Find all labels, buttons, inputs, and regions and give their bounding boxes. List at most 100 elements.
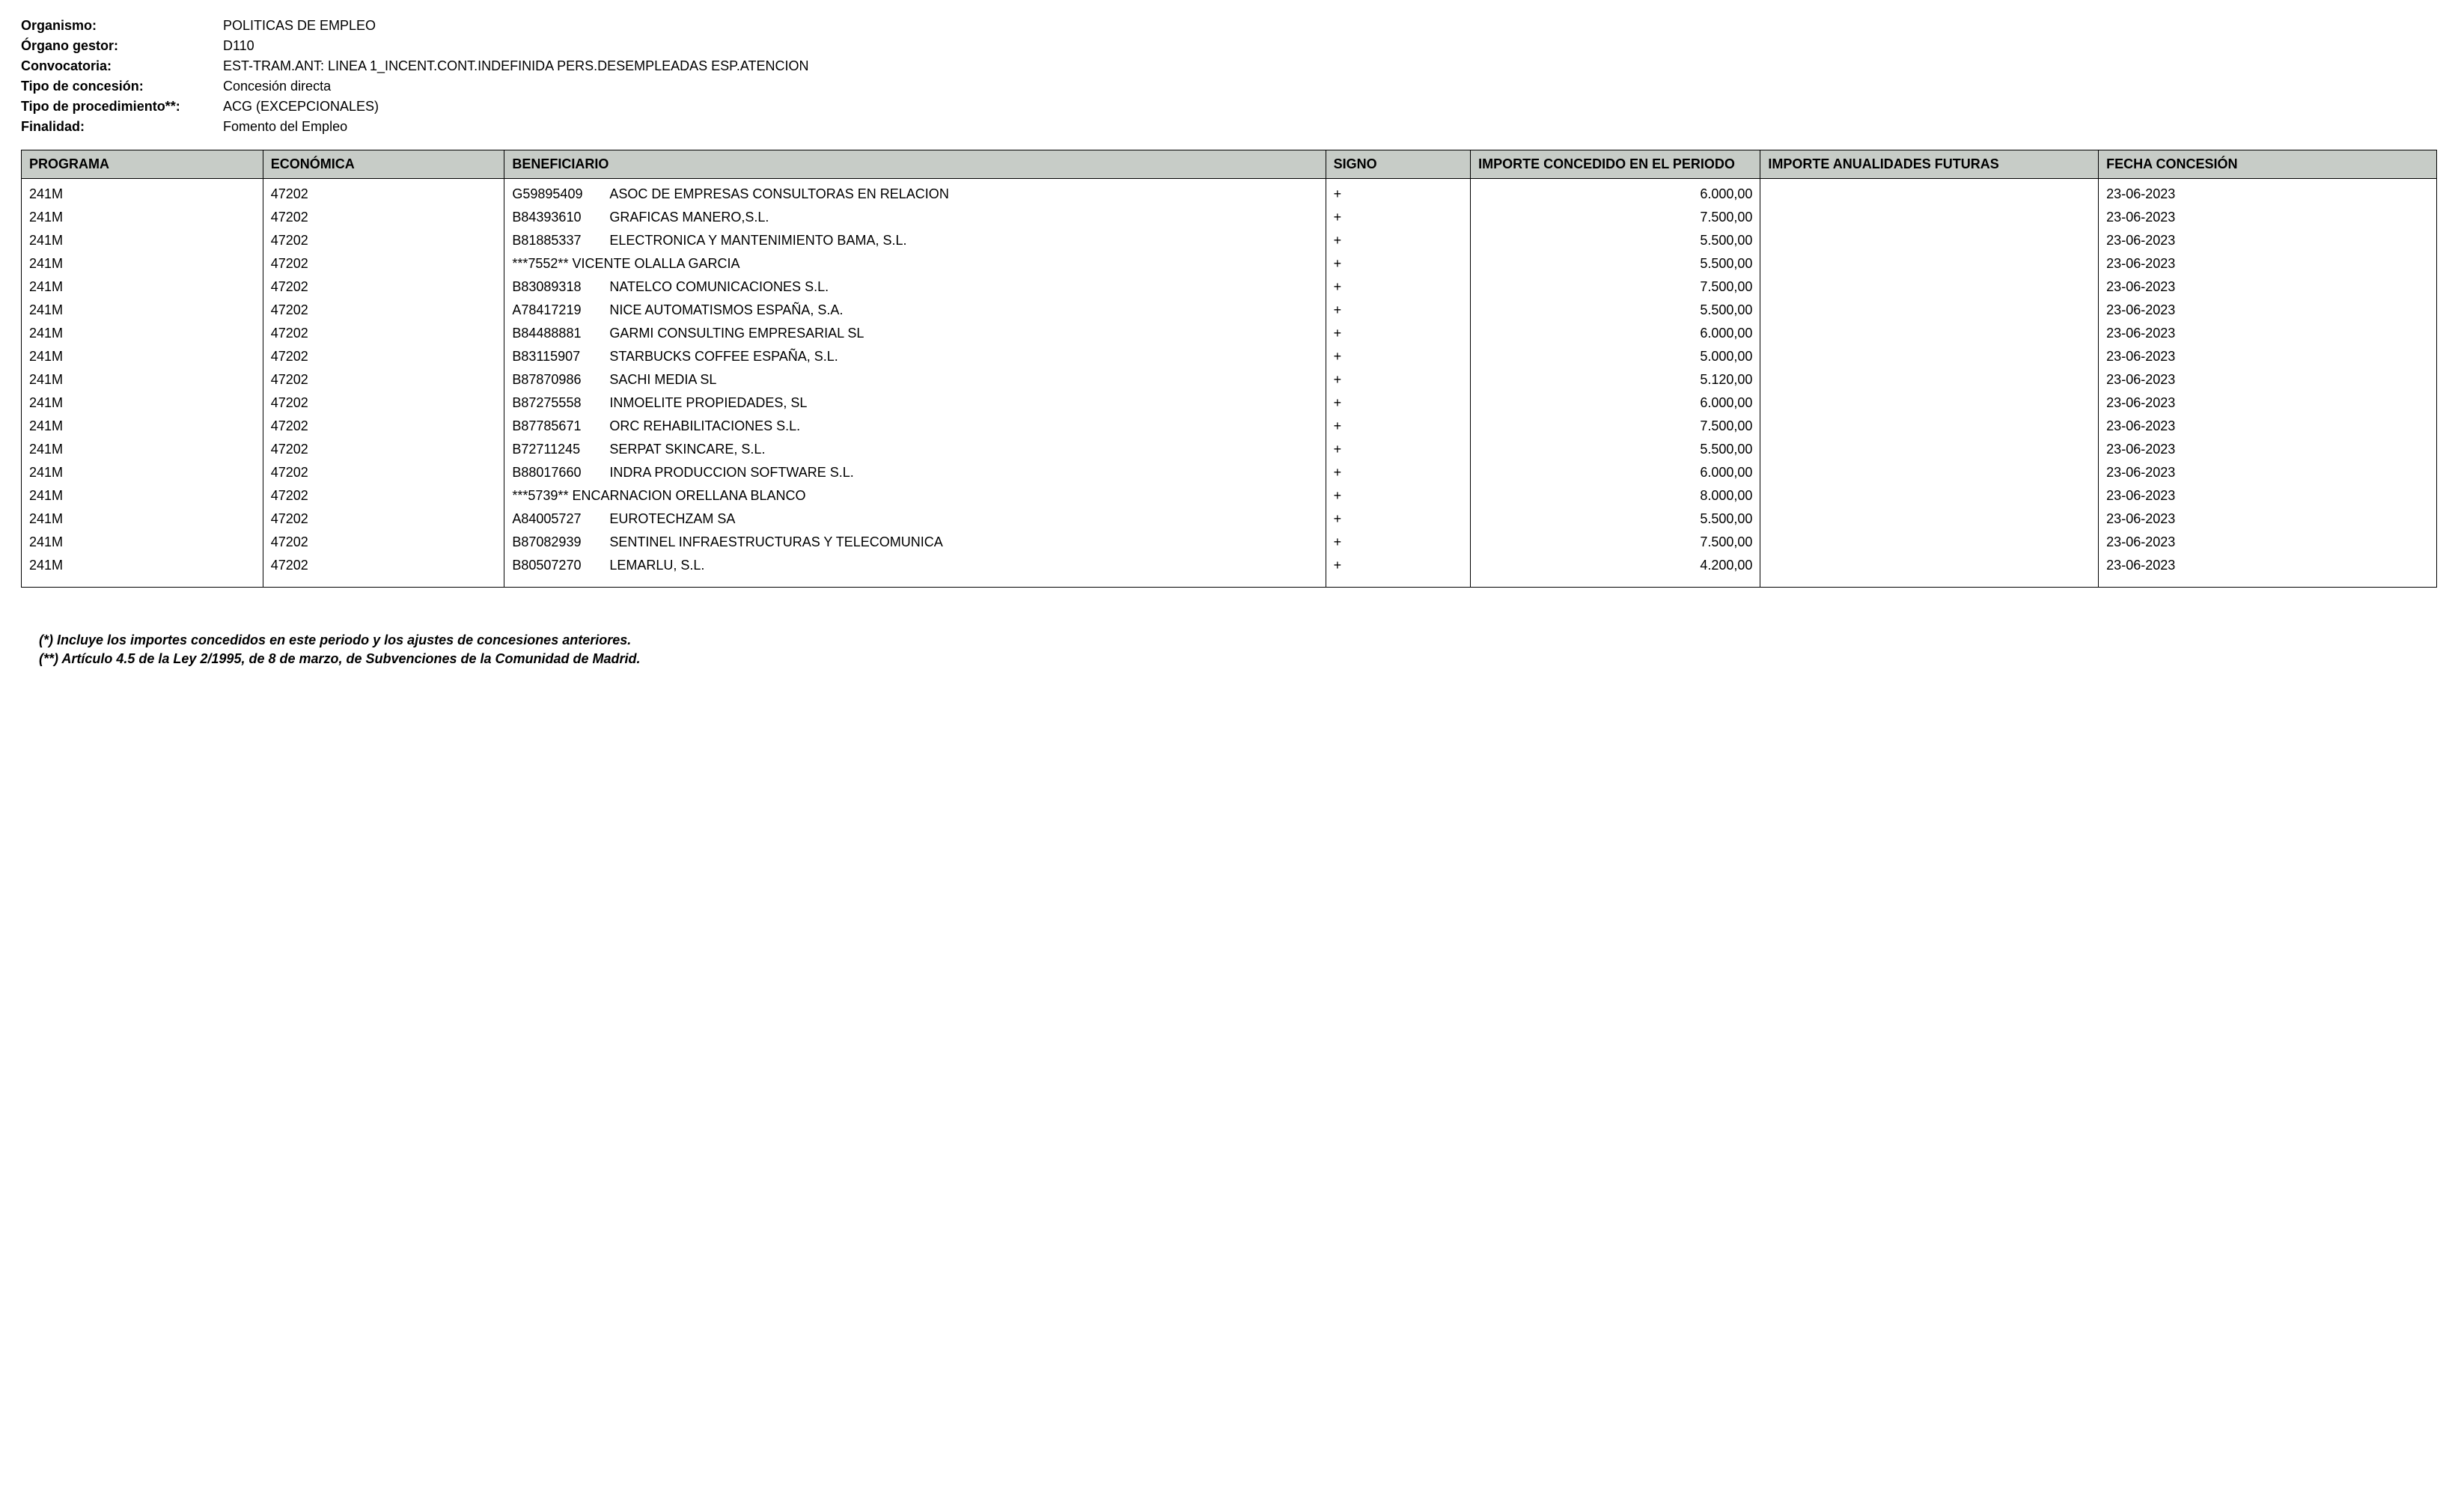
cell-signo: + xyxy=(1326,299,1471,322)
beneficiario-id: B72711245 xyxy=(512,442,609,457)
cell-fecha: 23-06-2023 xyxy=(2099,229,2437,252)
cell-importe-futuras xyxy=(1760,322,2099,345)
cell-economica: 47202 xyxy=(263,252,504,275)
meta-value: D110 xyxy=(223,38,254,54)
cell-beneficiario: ***5739** ENCARNACION ORELLANA BLANCO xyxy=(504,484,1326,507)
table-header-row: PROGRAMA ECONÓMICA BENEFICIARIO SIGNO IM… xyxy=(22,150,2437,179)
beneficiario-name: LEMARLU, S.L. xyxy=(609,558,1317,573)
cell-importe-futuras xyxy=(1760,368,2099,391)
cell-signo: + xyxy=(1326,275,1471,299)
cell-fecha: 23-06-2023 xyxy=(2099,554,2437,588)
table-row: 241M47202A78417219NICE AUTOMATISMOS ESPA… xyxy=(22,299,2437,322)
cell-fecha: 23-06-2023 xyxy=(2099,299,2437,322)
cell-beneficiario: B80507270LEMARLU, S.L. xyxy=(504,554,1326,588)
beneficiario-name: ORC REHABILITACIONES S.L. xyxy=(609,418,1317,434)
table-row: 241M47202B87275558INMOELITE PROPIEDADES,… xyxy=(22,391,2437,415)
beneficiario-id: G59895409 xyxy=(512,186,609,202)
cell-beneficiario: B87785671ORC REHABILITACIONES S.L. xyxy=(504,415,1326,438)
cell-economica: 47202 xyxy=(263,438,504,461)
cell-importe-periodo: 6.000,00 xyxy=(1471,461,1760,484)
meta-row-convocatoria: Convocatoria: EST-TRAM.ANT: LINEA 1_INCE… xyxy=(21,58,2437,74)
th-signo: SIGNO xyxy=(1326,150,1471,179)
footnote-2: (**) Artículo 4.5 de la Ley 2/1995, de 8… xyxy=(39,651,2437,667)
beneficiario-name: ASOC DE EMPRESAS CONSULTORAS EN RELACION xyxy=(609,186,1317,202)
beneficiario-text: ***7552** VICENTE OLALLA GARCIA xyxy=(512,256,739,271)
meta-value: POLITICAS DE EMPLEO xyxy=(223,18,376,34)
cell-programa: 241M xyxy=(22,531,263,554)
beneficiario-name: SERPAT SKINCARE, S.L. xyxy=(609,442,1317,457)
cell-importe-periodo: 7.500,00 xyxy=(1471,531,1760,554)
cell-programa: 241M xyxy=(22,179,263,207)
th-importe-futuras: IMPORTE ANUALIDADES FUTURAS xyxy=(1760,150,2099,179)
meta-label: Convocatoria: xyxy=(21,58,223,74)
cell-importe-futuras xyxy=(1760,275,2099,299)
cell-economica: 47202 xyxy=(263,531,504,554)
th-economica: ECONÓMICA xyxy=(263,150,504,179)
beneficiario-id: A84005727 xyxy=(512,511,609,527)
cell-importe-periodo: 7.500,00 xyxy=(1471,206,1760,229)
footnote-1: (*) Incluye los importes concedidos en e… xyxy=(39,632,2437,648)
cell-economica: 47202 xyxy=(263,507,504,531)
cell-importe-futuras xyxy=(1760,206,2099,229)
cell-signo: + xyxy=(1326,345,1471,368)
cell-economica: 47202 xyxy=(263,206,504,229)
beneficiario-id: B88017660 xyxy=(512,465,609,481)
meta-value: Concesión directa xyxy=(223,79,331,94)
cell-economica: 47202 xyxy=(263,461,504,484)
cell-signo: + xyxy=(1326,179,1471,207)
cell-fecha: 23-06-2023 xyxy=(2099,531,2437,554)
meta-row-tipo-procedimiento: Tipo de procedimiento**: ACG (EXCEPCIONA… xyxy=(21,99,2437,115)
cell-importe-periodo: 7.500,00 xyxy=(1471,275,1760,299)
cell-importe-periodo: 5.500,00 xyxy=(1471,252,1760,275)
cell-importe-periodo: 5.500,00 xyxy=(1471,299,1760,322)
meta-label: Órgano gestor: xyxy=(21,38,223,54)
beneficiario-name: GRAFICAS MANERO,S.L. xyxy=(609,210,1317,225)
cell-beneficiario: B87275558INMOELITE PROPIEDADES, SL xyxy=(504,391,1326,415)
beneficiario-name: EUROTECHZAM SA xyxy=(609,511,1317,527)
cell-fecha: 23-06-2023 xyxy=(2099,206,2437,229)
beneficiario-id: B80507270 xyxy=(512,558,609,573)
beneficiario-id: B81885337 xyxy=(512,233,609,249)
cell-programa: 241M xyxy=(22,229,263,252)
table-row: 241M47202B87082939SENTINEL INFRAESTRUCTU… xyxy=(22,531,2437,554)
cell-economica: 47202 xyxy=(263,322,504,345)
beneficiario-name: SENTINEL INFRAESTRUCTURAS Y TELECOMUNICA xyxy=(609,534,1317,550)
table-row: 241M47202A84005727EUROTECHZAM SA+5.500,0… xyxy=(22,507,2437,531)
cell-beneficiario: A84005727EUROTECHZAM SA xyxy=(504,507,1326,531)
beneficiario-name: ELECTRONICA Y MANTENIMIENTO BAMA, S.L. xyxy=(609,233,1317,249)
cell-programa: 241M xyxy=(22,461,263,484)
table-row: 241M47202B87870986SACHI MEDIA SL+5.120,0… xyxy=(22,368,2437,391)
cell-importe-futuras xyxy=(1760,438,2099,461)
cell-programa: 241M xyxy=(22,322,263,345)
cell-signo: + xyxy=(1326,507,1471,531)
cell-signo: + xyxy=(1326,368,1471,391)
cell-signo: + xyxy=(1326,229,1471,252)
cell-economica: 47202 xyxy=(263,391,504,415)
cell-fecha: 23-06-2023 xyxy=(2099,391,2437,415)
cell-economica: 47202 xyxy=(263,415,504,438)
cell-signo: + xyxy=(1326,322,1471,345)
cell-importe-periodo: 5.500,00 xyxy=(1471,507,1760,531)
cell-signo: + xyxy=(1326,391,1471,415)
cell-programa: 241M xyxy=(22,368,263,391)
cell-importe-futuras xyxy=(1760,461,2099,484)
cell-fecha: 23-06-2023 xyxy=(2099,275,2437,299)
cell-programa: 241M xyxy=(22,554,263,588)
cell-programa: 241M xyxy=(22,507,263,531)
cell-fecha: 23-06-2023 xyxy=(2099,461,2437,484)
th-beneficiario: BENEFICIARIO xyxy=(504,150,1326,179)
cell-beneficiario: B87870986SACHI MEDIA SL xyxy=(504,368,1326,391)
cell-importe-periodo: 6.000,00 xyxy=(1471,179,1760,207)
cell-importe-futuras xyxy=(1760,415,2099,438)
cell-importe-futuras xyxy=(1760,252,2099,275)
table-row: 241M47202B87785671ORC REHABILITACIONES S… xyxy=(22,415,2437,438)
cell-signo: + xyxy=(1326,415,1471,438)
th-importe-periodo: IMPORTE CONCEDIDO EN EL PERIODO xyxy=(1471,150,1760,179)
th-fecha: FECHA CONCESIÓN xyxy=(2099,150,2437,179)
cell-importe-periodo: 5.000,00 xyxy=(1471,345,1760,368)
beneficiario-name: GARMI CONSULTING EMPRESARIAL SL xyxy=(609,326,1317,341)
beneficiario-id: B87275558 xyxy=(512,395,609,411)
cell-economica: 47202 xyxy=(263,345,504,368)
cell-economica: 47202 xyxy=(263,554,504,588)
cell-signo: + xyxy=(1326,531,1471,554)
